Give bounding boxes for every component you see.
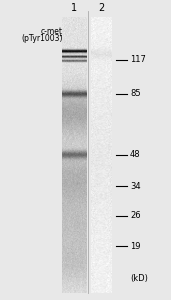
Text: 26: 26: [130, 212, 141, 220]
Text: 117: 117: [130, 55, 146, 64]
Text: 2: 2: [99, 3, 105, 13]
Text: 19: 19: [130, 242, 140, 251]
Text: 1: 1: [71, 3, 77, 13]
Text: 34: 34: [130, 182, 141, 191]
Text: (pTyr1003): (pTyr1003): [21, 34, 62, 43]
Text: 85: 85: [130, 89, 141, 98]
Text: c-met: c-met: [40, 27, 62, 36]
Text: 48: 48: [130, 150, 141, 159]
Text: (kD): (kD): [130, 274, 148, 283]
